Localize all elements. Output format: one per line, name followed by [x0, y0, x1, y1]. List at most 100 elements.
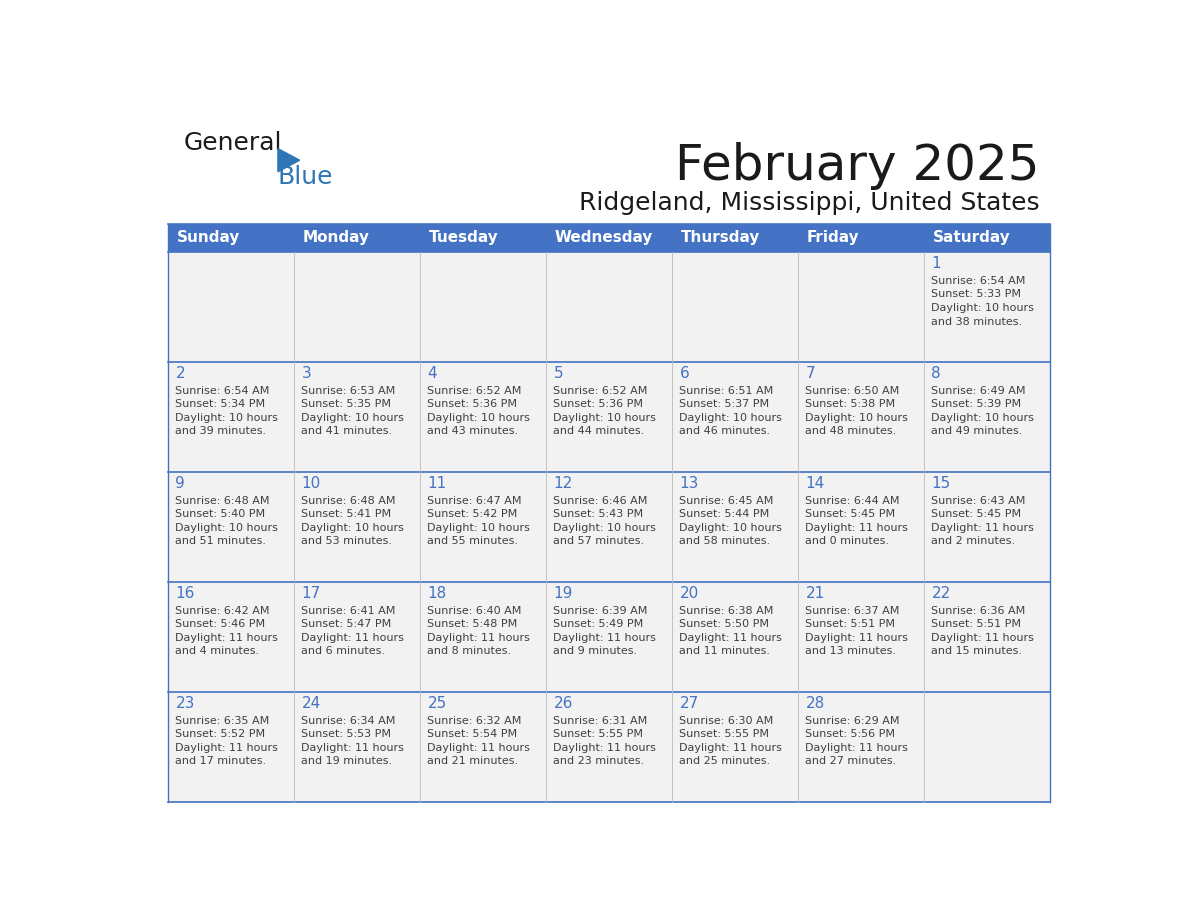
- Text: Sunrise: 6:32 AM
Sunset: 5:54 PM
Daylight: 11 hours
and 21 minutes.: Sunrise: 6:32 AM Sunset: 5:54 PM Dayligh…: [428, 715, 530, 767]
- Text: February 2025: February 2025: [675, 142, 1040, 191]
- Text: Sunrise: 6:43 AM
Sunset: 5:45 PM
Daylight: 11 hours
and 2 minutes.: Sunrise: 6:43 AM Sunset: 5:45 PM Dayligh…: [931, 496, 1035, 546]
- Bar: [672, 252, 798, 362]
- Bar: [545, 582, 672, 691]
- Text: Sunrise: 6:54 AM
Sunset: 5:34 PM
Daylight: 10 hours
and 39 minutes.: Sunrise: 6:54 AM Sunset: 5:34 PM Dayligh…: [176, 386, 278, 436]
- Text: Sunrise: 6:39 AM
Sunset: 5:49 PM
Daylight: 11 hours
and 9 minutes.: Sunrise: 6:39 AM Sunset: 5:49 PM Dayligh…: [554, 606, 656, 656]
- Text: 6: 6: [680, 366, 689, 381]
- Text: 26: 26: [554, 696, 573, 711]
- Bar: [168, 362, 293, 472]
- Text: Sunrise: 6:37 AM
Sunset: 5:51 PM
Daylight: 11 hours
and 13 minutes.: Sunrise: 6:37 AM Sunset: 5:51 PM Dayligh…: [805, 606, 909, 656]
- Bar: [545, 252, 672, 362]
- Text: Sunrise: 6:36 AM
Sunset: 5:51 PM
Daylight: 11 hours
and 15 minutes.: Sunrise: 6:36 AM Sunset: 5:51 PM Dayligh…: [931, 606, 1035, 656]
- Text: Sunrise: 6:34 AM
Sunset: 5:53 PM
Daylight: 11 hours
and 19 minutes.: Sunrise: 6:34 AM Sunset: 5:53 PM Dayligh…: [302, 715, 404, 767]
- Bar: [924, 472, 1050, 582]
- Bar: [545, 472, 672, 582]
- Text: 13: 13: [680, 476, 699, 491]
- Bar: [798, 252, 924, 362]
- Text: 16: 16: [176, 587, 195, 601]
- Text: Sunrise: 6:50 AM
Sunset: 5:38 PM
Daylight: 10 hours
and 48 minutes.: Sunrise: 6:50 AM Sunset: 5:38 PM Dayligh…: [805, 386, 909, 436]
- Text: 7: 7: [805, 366, 815, 381]
- Text: 21: 21: [805, 587, 824, 601]
- Bar: [545, 224, 672, 252]
- Bar: [924, 252, 1050, 362]
- Text: Sunrise: 6:54 AM
Sunset: 5:33 PM
Daylight: 10 hours
and 38 minutes.: Sunrise: 6:54 AM Sunset: 5:33 PM Dayligh…: [931, 275, 1035, 327]
- Text: Sunrise: 6:52 AM
Sunset: 5:36 PM
Daylight: 10 hours
and 44 minutes.: Sunrise: 6:52 AM Sunset: 5:36 PM Dayligh…: [554, 386, 656, 436]
- Bar: [293, 362, 419, 472]
- Text: Sunrise: 6:29 AM
Sunset: 5:56 PM
Daylight: 11 hours
and 27 minutes.: Sunrise: 6:29 AM Sunset: 5:56 PM Dayligh…: [805, 715, 909, 767]
- Text: 5: 5: [554, 366, 563, 381]
- Bar: [924, 362, 1050, 472]
- Text: 8: 8: [931, 366, 941, 381]
- Text: Saturday: Saturday: [933, 230, 1011, 245]
- Text: 14: 14: [805, 476, 824, 491]
- Text: Monday: Monday: [303, 230, 369, 245]
- Text: Sunrise: 6:51 AM
Sunset: 5:37 PM
Daylight: 10 hours
and 46 minutes.: Sunrise: 6:51 AM Sunset: 5:37 PM Dayligh…: [680, 386, 782, 436]
- Bar: [168, 252, 293, 362]
- Bar: [293, 224, 419, 252]
- Bar: [798, 691, 924, 801]
- Text: Sunrise: 6:47 AM
Sunset: 5:42 PM
Daylight: 10 hours
and 55 minutes.: Sunrise: 6:47 AM Sunset: 5:42 PM Dayligh…: [428, 496, 530, 546]
- Text: Wednesday: Wednesday: [555, 230, 653, 245]
- Text: 25: 25: [428, 696, 447, 711]
- Bar: [545, 691, 672, 801]
- Bar: [419, 472, 545, 582]
- Text: 19: 19: [554, 587, 573, 601]
- Text: Sunrise: 6:31 AM
Sunset: 5:55 PM
Daylight: 11 hours
and 23 minutes.: Sunrise: 6:31 AM Sunset: 5:55 PM Dayligh…: [554, 715, 656, 767]
- Bar: [293, 582, 419, 691]
- Text: Sunrise: 6:38 AM
Sunset: 5:50 PM
Daylight: 11 hours
and 11 minutes.: Sunrise: 6:38 AM Sunset: 5:50 PM Dayligh…: [680, 606, 782, 656]
- Text: 20: 20: [680, 587, 699, 601]
- Text: Sunrise: 6:52 AM
Sunset: 5:36 PM
Daylight: 10 hours
and 43 minutes.: Sunrise: 6:52 AM Sunset: 5:36 PM Dayligh…: [428, 386, 530, 436]
- Bar: [419, 362, 545, 472]
- Text: 4: 4: [428, 366, 437, 381]
- Bar: [168, 691, 293, 801]
- Text: Sunrise: 6:35 AM
Sunset: 5:52 PM
Daylight: 11 hours
and 17 minutes.: Sunrise: 6:35 AM Sunset: 5:52 PM Dayligh…: [176, 715, 278, 767]
- Bar: [672, 582, 798, 691]
- Text: Tuesday: Tuesday: [429, 230, 499, 245]
- Bar: [293, 472, 419, 582]
- Text: Sunrise: 6:49 AM
Sunset: 5:39 PM
Daylight: 10 hours
and 49 minutes.: Sunrise: 6:49 AM Sunset: 5:39 PM Dayligh…: [931, 386, 1035, 436]
- Text: 3: 3: [302, 366, 311, 381]
- Text: Sunrise: 6:53 AM
Sunset: 5:35 PM
Daylight: 10 hours
and 41 minutes.: Sunrise: 6:53 AM Sunset: 5:35 PM Dayligh…: [302, 386, 404, 436]
- Text: Sunrise: 6:48 AM
Sunset: 5:41 PM
Daylight: 10 hours
and 53 minutes.: Sunrise: 6:48 AM Sunset: 5:41 PM Dayligh…: [302, 496, 404, 546]
- Bar: [672, 362, 798, 472]
- Bar: [924, 582, 1050, 691]
- Bar: [672, 691, 798, 801]
- Text: 11: 11: [428, 476, 447, 491]
- Bar: [419, 224, 545, 252]
- Bar: [293, 252, 419, 362]
- Text: 1: 1: [931, 256, 941, 272]
- Bar: [798, 362, 924, 472]
- Text: 17: 17: [302, 587, 321, 601]
- Text: Sunday: Sunday: [177, 230, 240, 245]
- Bar: [672, 224, 798, 252]
- Bar: [924, 691, 1050, 801]
- Text: 10: 10: [302, 476, 321, 491]
- Text: Friday: Friday: [807, 230, 859, 245]
- Text: 27: 27: [680, 696, 699, 711]
- Text: 15: 15: [931, 476, 950, 491]
- Bar: [168, 472, 293, 582]
- Text: Sunrise: 6:40 AM
Sunset: 5:48 PM
Daylight: 11 hours
and 8 minutes.: Sunrise: 6:40 AM Sunset: 5:48 PM Dayligh…: [428, 606, 530, 656]
- Text: Ridgeland, Mississippi, United States: Ridgeland, Mississippi, United States: [579, 191, 1040, 215]
- Bar: [798, 582, 924, 691]
- Text: 23: 23: [176, 696, 195, 711]
- Text: 24: 24: [302, 696, 321, 711]
- Text: Blue: Blue: [278, 165, 334, 189]
- Bar: [672, 472, 798, 582]
- Text: 2: 2: [176, 366, 185, 381]
- Text: 28: 28: [805, 696, 824, 711]
- Text: General: General: [183, 131, 282, 155]
- Text: Sunrise: 6:45 AM
Sunset: 5:44 PM
Daylight: 10 hours
and 58 minutes.: Sunrise: 6:45 AM Sunset: 5:44 PM Dayligh…: [680, 496, 782, 546]
- Bar: [545, 362, 672, 472]
- Bar: [293, 691, 419, 801]
- Bar: [419, 582, 545, 691]
- Bar: [419, 252, 545, 362]
- Text: 22: 22: [931, 587, 950, 601]
- Polygon shape: [278, 149, 299, 172]
- Bar: [168, 582, 293, 691]
- Text: 12: 12: [554, 476, 573, 491]
- Text: Sunrise: 6:41 AM
Sunset: 5:47 PM
Daylight: 11 hours
and 6 minutes.: Sunrise: 6:41 AM Sunset: 5:47 PM Dayligh…: [302, 606, 404, 656]
- Text: Sunrise: 6:48 AM
Sunset: 5:40 PM
Daylight: 10 hours
and 51 minutes.: Sunrise: 6:48 AM Sunset: 5:40 PM Dayligh…: [176, 496, 278, 546]
- Bar: [798, 472, 924, 582]
- Text: 9: 9: [176, 476, 185, 491]
